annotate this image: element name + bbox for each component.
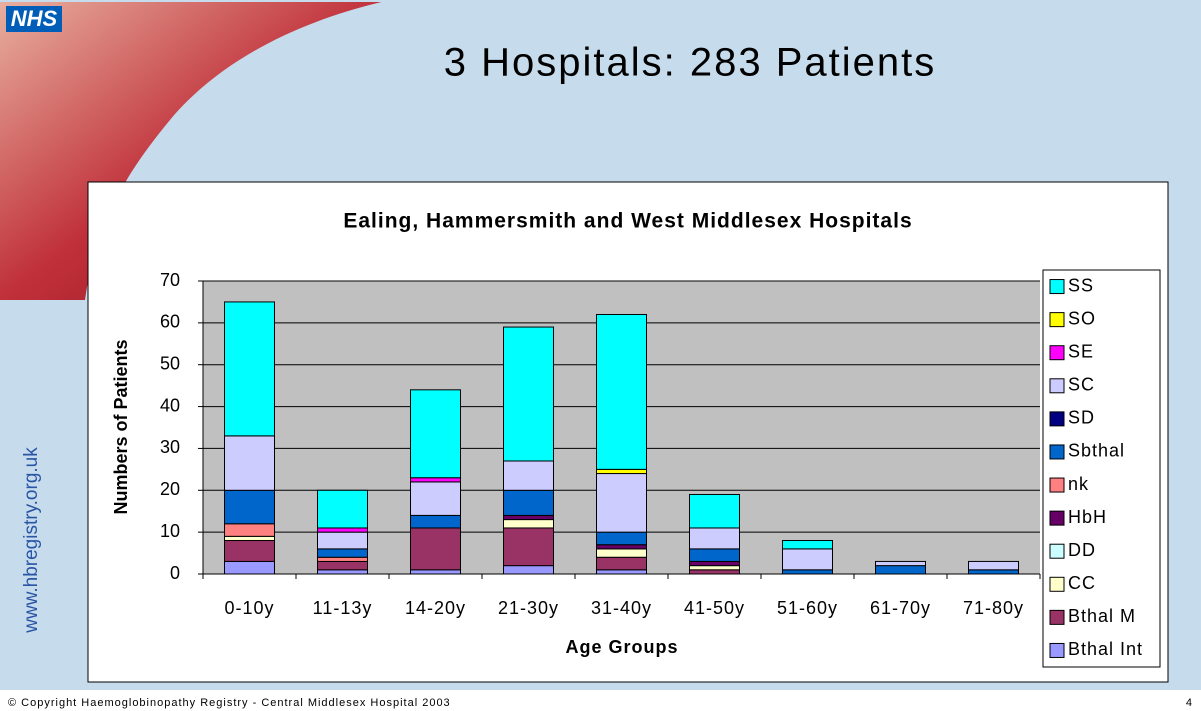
bar-segment (318, 549, 368, 557)
bar-segment (225, 536, 275, 540)
legend-label: SE (1068, 341, 1094, 361)
bar-segment (225, 302, 275, 436)
y-tick-label: 10 (160, 521, 180, 541)
y-tick-label: 30 (160, 437, 180, 457)
bar-segment (597, 314, 647, 469)
bar-segment (504, 528, 554, 566)
x-tick-label: 61-70y (870, 598, 931, 618)
bar-segment (783, 570, 833, 574)
bar-segment (783, 541, 833, 549)
slide-title: 3 Hospitals: 283 Patients (444, 41, 936, 85)
bar-segment (690, 561, 740, 565)
bar-segment (225, 490, 275, 523)
url: www.hbregistry.org.uk (21, 447, 42, 634)
legend-swatch (1050, 610, 1064, 624)
bar-segment (411, 515, 461, 528)
bar-segment (504, 566, 554, 574)
x-tick-label: 11-13y (313, 598, 373, 618)
legend-swatch (1050, 280, 1064, 294)
x-tick-label: 51-60y (777, 598, 838, 618)
y-tick-label: 20 (160, 479, 180, 499)
legend-swatch (1050, 379, 1064, 393)
x-tick-label: 31-40y (591, 598, 652, 618)
bar-segment (876, 566, 926, 574)
slide: NHS 3 Hospitals: 283 Patients www.hbregi… (0, 0, 1201, 711)
bar-segment (411, 478, 461, 482)
bar-segment (411, 390, 461, 478)
y-tick-label: 70 (160, 270, 180, 290)
bar-segment (690, 528, 740, 549)
x-tick-label: 41-50y (684, 598, 745, 618)
legend-swatch (1050, 478, 1064, 492)
bar-segment (783, 549, 833, 570)
y-tick-label: 0 (170, 563, 180, 583)
bar-segment (597, 474, 647, 533)
bar-segment (597, 570, 647, 574)
bar-segment (690, 570, 740, 574)
legend-swatch (1050, 544, 1064, 558)
legend-label: CC (1068, 573, 1096, 593)
logo: NHS (11, 6, 58, 31)
legend-label: HbH (1068, 507, 1107, 527)
bar-segment (597, 545, 647, 549)
x-tick-label: 21-30y (498, 598, 559, 618)
y-axis-title: Numbers of Patients (111, 339, 131, 514)
bar-segment (318, 561, 368, 569)
legend-swatch (1050, 445, 1064, 459)
bar-segment (597, 469, 647, 473)
bar-segment (504, 461, 554, 490)
bar-segment (318, 570, 368, 574)
y-tick-label: 40 (160, 395, 180, 415)
legend-label: SO (1068, 308, 1096, 328)
bar-segment (690, 566, 740, 570)
bar-segment (969, 561, 1019, 569)
x-axis-title: Age Groups (565, 637, 678, 657)
bar-segment (876, 561, 926, 565)
bar-segment (225, 561, 275, 574)
bar-segment (411, 482, 461, 515)
top-edge (0, 0, 1201, 2)
bar-segment (225, 541, 275, 562)
chart-title: Ealing, Hammersmith and West Middlesex H… (343, 210, 912, 233)
bar-segment (597, 532, 647, 545)
bar-segment (969, 570, 1019, 574)
legend-label: nk (1068, 474, 1089, 494)
x-tick-label: 71-80y (963, 598, 1024, 618)
bar-segment (411, 528, 461, 570)
bar-segment (504, 490, 554, 515)
page-number: 4 (1186, 697, 1192, 709)
bar-segment (504, 327, 554, 461)
bar-segment (225, 524, 275, 537)
x-tick-label: 14-20y (405, 598, 466, 618)
legend-label: SC (1068, 375, 1095, 395)
legend-swatch (1050, 313, 1064, 327)
bar-segment (690, 549, 740, 562)
bar-segment (504, 515, 554, 519)
bar-segment (318, 532, 368, 549)
bar-segment (690, 494, 740, 527)
y-tick-label: 50 (160, 353, 180, 373)
bar-segment (411, 570, 461, 574)
legend-label: Sbthal (1068, 441, 1125, 461)
legend-label: SS (1068, 275, 1094, 295)
bar-segment (225, 436, 275, 490)
legend-label: SD (1068, 408, 1095, 428)
bar-segment (318, 557, 368, 561)
legend-label: DD (1068, 540, 1096, 560)
y-tick-label: 60 (160, 312, 180, 332)
legend-swatch (1050, 511, 1064, 525)
bar-segment (318, 490, 368, 528)
bar-segment (504, 520, 554, 528)
legend-swatch (1050, 412, 1064, 426)
bar-segment (318, 528, 368, 532)
legend-swatch (1050, 577, 1064, 591)
legend-swatch (1050, 346, 1064, 360)
legend-label: Bthal M (1068, 606, 1136, 626)
bar-segment (597, 557, 647, 570)
footer: © Copyright Haemoglobinopathy Registry -… (8, 697, 451, 709)
x-tick-label: 0-10y (224, 598, 274, 618)
legend-swatch (1050, 643, 1064, 657)
legend-label: Bthal Int (1068, 639, 1143, 659)
bar-segment (597, 549, 647, 557)
